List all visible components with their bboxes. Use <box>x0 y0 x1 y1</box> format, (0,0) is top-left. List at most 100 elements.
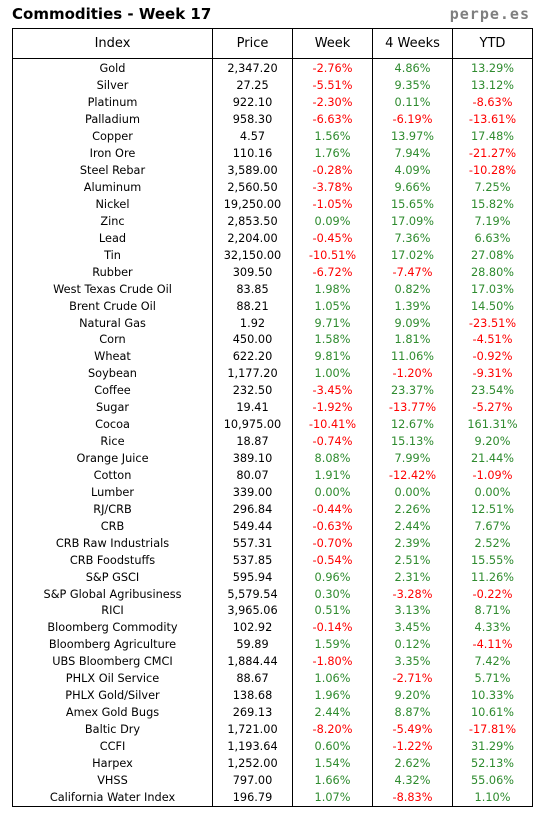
index-cell: Palladium <box>12 111 213 129</box>
price-cell: 1,884.44 <box>212 653 293 671</box>
table-row: Platinum 922.10 -2.30% 0.11% -8.63% <box>12 94 533 112</box>
price-cell: 3,589.00 <box>212 162 293 180</box>
week-change-cell: -0.54% <box>292 552 373 570</box>
table-row: CRB 549.44 -0.63% 2.44% 7.67% <box>12 518 533 536</box>
week-change-cell: 0.51% <box>292 603 373 620</box>
ytd-change-cell: -4.51% <box>452 332 533 349</box>
table-row: CCFI 1,193.64 0.60% -1.22% 31.29% <box>12 738 533 756</box>
index-cell: Nickel <box>12 196 213 214</box>
price-cell: 232.50 <box>212 382 293 400</box>
ytd-change-cell: 21.44% <box>452 450 533 468</box>
week-change-cell: -3.45% <box>292 382 373 400</box>
table-row: Copper 4.57 1.56% 13.97% 17.48% <box>12 128 533 146</box>
price-cell: 32,150.00 <box>212 247 293 265</box>
price-cell: 88.21 <box>212 298 293 316</box>
index-cell: Corn <box>12 332 213 349</box>
table-row: Nickel 19,250.00 -1.05% 15.65% 15.82% <box>12 196 533 214</box>
four-week-change-cell: 1.39% <box>372 298 453 316</box>
ytd-change-cell: -0.92% <box>452 348 533 366</box>
four-week-change-cell: -1.22% <box>372 738 453 756</box>
index-cell: Steel Rebar <box>12 162 213 180</box>
table-row: Brent Crude Oil 88.21 1.05% 1.39% 14.50% <box>12 298 533 316</box>
ytd-change-cell: 11.26% <box>452 569 533 587</box>
ytd-change-cell: 55.06% <box>452 772 533 790</box>
ytd-change-cell: 15.82% <box>452 196 533 214</box>
price-cell: 557.31 <box>212 535 293 553</box>
four-week-change-cell: 9.20% <box>372 687 453 705</box>
week-change-cell: 1.06% <box>292 670 373 688</box>
week-change-cell: -1.80% <box>292 653 373 671</box>
price-cell: 1,721.00 <box>212 721 293 739</box>
ytd-change-cell: 12.51% <box>452 501 533 519</box>
index-cell: Orange Juice <box>12 450 213 468</box>
four-week-change-cell: 12.67% <box>372 416 453 434</box>
index-cell: Soybean <box>12 365 213 383</box>
page-title: Commodities - Week 17 <box>12 5 212 23</box>
brand-watermark: perpe.es <box>449 5 530 23</box>
index-cell: Lead <box>12 230 213 248</box>
week-change-cell: 1.98% <box>292 281 373 299</box>
price-cell: 196.79 <box>212 789 293 807</box>
four-week-change-cell: 4.09% <box>372 162 453 180</box>
price-cell: 3,965.06 <box>212 603 293 620</box>
week-change-cell: -10.41% <box>292 416 373 434</box>
price-cell: 83.85 <box>212 281 293 299</box>
column-header-week: Week <box>292 28 373 59</box>
ytd-change-cell: 15.55% <box>452 552 533 570</box>
price-cell: 2,560.50 <box>212 179 293 197</box>
index-cell: VHSS <box>12 772 213 790</box>
four-week-change-cell: -1.20% <box>372 365 453 383</box>
index-cell: CRB <box>12 518 213 536</box>
price-cell: 19,250.00 <box>212 196 293 214</box>
price-cell: 88.67 <box>212 670 293 688</box>
price-cell: 309.50 <box>212 264 293 282</box>
four-week-change-cell: 3.35% <box>372 653 453 671</box>
four-week-change-cell: 23.37% <box>372 382 453 400</box>
price-cell: 2,347.20 <box>212 58 293 78</box>
four-week-change-cell: 0.12% <box>372 636 453 654</box>
ytd-change-cell: 17.48% <box>452 128 533 146</box>
week-change-cell: -5.51% <box>292 77 373 95</box>
four-week-change-cell: 2.31% <box>372 569 453 587</box>
four-week-change-cell: 2.26% <box>372 501 453 519</box>
four-week-change-cell: 2.39% <box>372 535 453 553</box>
week-change-cell: -2.76% <box>292 58 373 78</box>
index-cell: Gold <box>12 58 213 78</box>
index-cell: CCFI <box>12 738 213 756</box>
price-cell: 797.00 <box>212 772 293 790</box>
table-body: Gold 2,347.20 -2.76% 4.86% 13.29% Silver 27.25… <box>12 58 533 807</box>
index-cell: Rubber <box>12 264 213 282</box>
table-row: S&P Global Agribusiness 5,579.54 0.30% -3.2… <box>12 586 533 603</box>
table-row: Bloomberg Agriculture 59.89 1.59% 0.12% -4.1… <box>12 636 533 654</box>
four-week-change-cell: 4.86% <box>372 58 453 78</box>
index-cell: West Texas Crude Oil <box>12 281 213 299</box>
index-cell: Cocoa <box>12 416 213 434</box>
price-cell: 80.07 <box>212 467 293 485</box>
price-cell: 5,579.54 <box>212 586 293 603</box>
four-week-change-cell: 7.99% <box>372 450 453 468</box>
commodities-table: Index Price Week 4 Weeks YTD Gold 2,347.2… <box>12 28 533 808</box>
price-cell: 10,975.00 <box>212 416 293 434</box>
index-cell: California Water Index <box>12 789 213 807</box>
table-row: Rice 18.87 -0.74% 15.13% 9.20% <box>12 433 533 451</box>
week-change-cell: 1.07% <box>292 789 373 807</box>
four-week-change-cell: 4.32% <box>372 772 453 790</box>
table-row: Cotton 80.07 1.91% -12.42% -1.09% <box>12 467 533 485</box>
four-week-change-cell: 17.02% <box>372 247 453 265</box>
ytd-change-cell: 5.71% <box>452 670 533 688</box>
week-change-cell: -0.28% <box>292 162 373 180</box>
index-cell: PHLX Oil Service <box>12 670 213 688</box>
week-change-cell: -6.72% <box>292 264 373 282</box>
table-row: Corn 450.00 1.58% 1.81% -4.51% <box>12 332 533 349</box>
ytd-change-cell: 8.71% <box>452 603 533 620</box>
table-row: Lead 2,204.00 -0.45% 7.36% 6.63% <box>12 230 533 248</box>
price-cell: 549.44 <box>212 518 293 536</box>
four-week-change-cell: -5.49% <box>372 721 453 739</box>
four-week-change-cell: 8.87% <box>372 704 453 722</box>
table-row: Aluminum 2,560.50 -3.78% 9.66% 7.25% <box>12 179 533 197</box>
week-change-cell: 1.54% <box>292 755 373 773</box>
price-cell: 27.25 <box>212 77 293 95</box>
ytd-change-cell: -5.27% <box>452 399 533 417</box>
price-cell: 269.13 <box>212 704 293 722</box>
week-change-cell: 1.56% <box>292 128 373 146</box>
